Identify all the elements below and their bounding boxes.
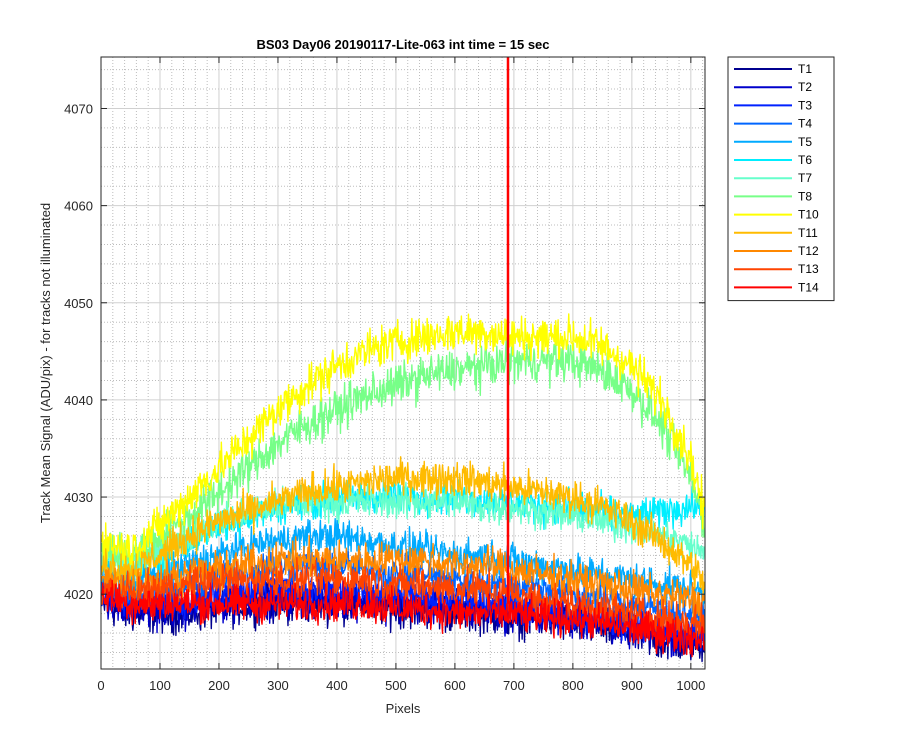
legend-label: T4 bbox=[798, 117, 812, 131]
series-line-T8 bbox=[101, 336, 705, 581]
tick-layer: 0 100 200 300 400 500 600 700 800 900 1000 4020 4030… bbox=[64, 57, 705, 693]
x-axis-label: Pixels bbox=[386, 701, 421, 716]
legend: T1 T2 T3 T4 T5 T6 T7 T8 T10 T11 T12 T13 T14 bbox=[727, 56, 835, 302]
legend-label: T12 bbox=[798, 244, 819, 258]
legend-label: T10 bbox=[798, 208, 819, 222]
y-tick-label: 4070 bbox=[64, 101, 93, 116]
series-line-T14 bbox=[101, 579, 705, 658]
legend-label: T11 bbox=[798, 226, 818, 240]
legend-label: T7 bbox=[798, 171, 812, 185]
x-tick-label: 300 bbox=[267, 678, 289, 693]
x-tick-label: 700 bbox=[503, 678, 525, 693]
y-tick-label: 4020 bbox=[64, 587, 93, 602]
legend-label: T3 bbox=[798, 98, 812, 112]
axes-box bbox=[100, 56, 706, 670]
x-tick-label: 400 bbox=[326, 678, 348, 693]
y-tick-label: 4060 bbox=[64, 199, 93, 214]
x-tick-label: 100 bbox=[149, 678, 171, 693]
legend-label: T14 bbox=[798, 280, 819, 294]
x-tick-label: 900 bbox=[621, 678, 643, 693]
series-line-T11 bbox=[101, 456, 705, 594]
chart-title: BS03 Day06 20190117-Lite-063 int time = … bbox=[256, 37, 549, 52]
y-tick-label: 4030 bbox=[64, 490, 93, 505]
series-line-T10 bbox=[101, 313, 705, 570]
series-layer bbox=[101, 57, 705, 663]
x-tick-label: 600 bbox=[444, 678, 466, 693]
y-axis-label: Track Mean Signal (ADU/pix) - for tracks… bbox=[38, 203, 53, 523]
x-tick-label: 200 bbox=[208, 678, 230, 693]
x-tick-label: 500 bbox=[385, 678, 407, 693]
series-line-T13 bbox=[101, 556, 705, 646]
legend-label: T1 bbox=[798, 62, 812, 76]
y-tick-label: 4050 bbox=[64, 296, 93, 311]
legend-label: T5 bbox=[798, 135, 812, 149]
series-line-T12 bbox=[101, 535, 705, 623]
legend-label: T8 bbox=[798, 189, 812, 203]
legend-label: T6 bbox=[798, 153, 812, 167]
y-tick-label: 4040 bbox=[64, 393, 93, 408]
x-tick-label: 1000 bbox=[676, 678, 705, 693]
legend-label: T2 bbox=[798, 80, 812, 94]
x-tick-label: 0 bbox=[97, 678, 104, 693]
legend-label: T13 bbox=[798, 262, 819, 276]
x-tick-label: 800 bbox=[562, 678, 584, 693]
